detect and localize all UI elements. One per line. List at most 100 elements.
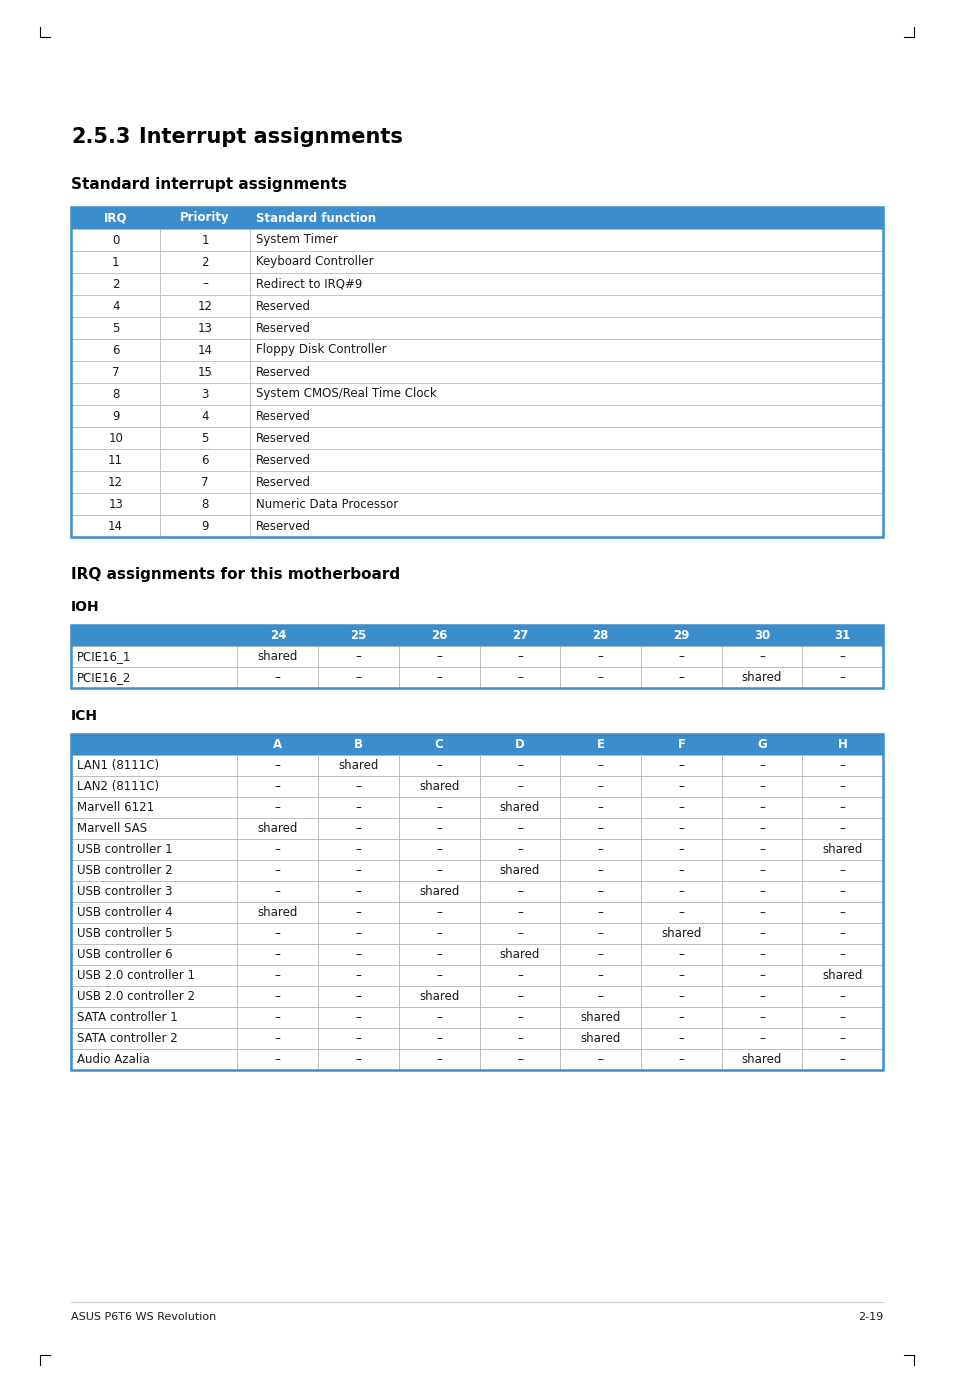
Bar bbox=[640, 881, 721, 902]
Bar bbox=[318, 818, 398, 839]
Text: –: – bbox=[598, 927, 603, 940]
Bar bbox=[318, 625, 398, 646]
Text: Reserved: Reserved bbox=[255, 454, 311, 466]
Text: shared: shared bbox=[338, 759, 378, 773]
Bar bbox=[250, 295, 882, 317]
Text: –: – bbox=[598, 864, 603, 877]
Text: 5: 5 bbox=[201, 432, 209, 444]
Bar bbox=[640, 839, 721, 860]
Text: –: – bbox=[355, 671, 361, 683]
Text: –: – bbox=[517, 759, 522, 773]
Bar bbox=[237, 798, 318, 818]
Text: shared: shared bbox=[660, 927, 700, 940]
Bar bbox=[71, 361, 160, 383]
Text: Reserved: Reserved bbox=[255, 409, 311, 423]
Bar bbox=[559, 754, 640, 775]
Bar bbox=[318, 860, 398, 881]
Text: –: – bbox=[517, 1011, 522, 1025]
Bar bbox=[250, 340, 882, 361]
Text: Reserved: Reserved bbox=[255, 519, 311, 533]
Bar bbox=[721, 881, 801, 902]
Text: ASUS P6T6 WS Revolution: ASUS P6T6 WS Revolution bbox=[71, 1313, 216, 1322]
Text: 13: 13 bbox=[197, 322, 213, 334]
Bar bbox=[479, 1050, 559, 1070]
Text: –: – bbox=[678, 800, 683, 814]
Text: USB controller 6: USB controller 6 bbox=[77, 948, 172, 960]
Text: –: – bbox=[759, 780, 764, 793]
Bar bbox=[250, 493, 882, 515]
Text: A: A bbox=[273, 738, 282, 752]
Text: 28: 28 bbox=[592, 629, 608, 642]
Bar bbox=[71, 923, 237, 944]
Bar bbox=[160, 470, 250, 493]
Text: –: – bbox=[759, 1011, 764, 1025]
Bar bbox=[318, 754, 398, 775]
Bar bbox=[237, 923, 318, 944]
Bar bbox=[398, 1050, 479, 1070]
Bar bbox=[398, 860, 479, 881]
Bar bbox=[250, 251, 882, 273]
Bar bbox=[318, 775, 398, 798]
Text: 4: 4 bbox=[112, 299, 119, 312]
Bar bbox=[237, 881, 318, 902]
Bar bbox=[71, 902, 237, 923]
Text: Marvell SAS: Marvell SAS bbox=[77, 823, 147, 835]
Text: –: – bbox=[839, 780, 845, 793]
Text: –: – bbox=[678, 780, 683, 793]
Text: –: – bbox=[598, 823, 603, 835]
Text: 25: 25 bbox=[350, 629, 366, 642]
Bar bbox=[318, 944, 398, 965]
Bar bbox=[479, 775, 559, 798]
Bar bbox=[237, 734, 318, 754]
Bar bbox=[640, 965, 721, 986]
Bar bbox=[721, 734, 801, 754]
Bar bbox=[237, 944, 318, 965]
Bar bbox=[237, 667, 318, 688]
Text: –: – bbox=[598, 990, 603, 1004]
Bar bbox=[479, 881, 559, 902]
Bar bbox=[559, 986, 640, 1006]
Bar bbox=[640, 860, 721, 881]
Bar bbox=[559, 1006, 640, 1029]
Text: 7: 7 bbox=[201, 476, 209, 489]
Text: –: – bbox=[678, 844, 683, 856]
Text: USB 2.0 controller 2: USB 2.0 controller 2 bbox=[77, 990, 194, 1004]
Bar bbox=[559, 625, 640, 646]
Text: –: – bbox=[678, 948, 683, 960]
Text: shared: shared bbox=[418, 990, 459, 1004]
Bar bbox=[160, 361, 250, 383]
Bar bbox=[318, 798, 398, 818]
Bar bbox=[250, 515, 882, 537]
Bar bbox=[250, 207, 882, 230]
Text: –: – bbox=[436, 969, 442, 981]
Bar bbox=[318, 923, 398, 944]
Text: –: – bbox=[839, 759, 845, 773]
Text: –: – bbox=[355, 990, 361, 1004]
Text: –: – bbox=[759, 1031, 764, 1045]
Bar bbox=[71, 493, 160, 515]
Text: –: – bbox=[274, 1052, 280, 1066]
Text: SATA controller 2: SATA controller 2 bbox=[77, 1031, 177, 1045]
Bar bbox=[398, 754, 479, 775]
Text: –: – bbox=[759, 864, 764, 877]
Text: –: – bbox=[355, 1031, 361, 1045]
Bar bbox=[71, 470, 160, 493]
Bar bbox=[801, 798, 882, 818]
Bar bbox=[479, 754, 559, 775]
Text: IOH: IOH bbox=[71, 600, 99, 614]
Bar bbox=[160, 493, 250, 515]
Text: shared: shared bbox=[418, 885, 459, 898]
Bar bbox=[318, 646, 398, 667]
Text: SATA controller 1: SATA controller 1 bbox=[77, 1011, 177, 1025]
Text: –: – bbox=[839, 864, 845, 877]
Text: –: – bbox=[678, 823, 683, 835]
Text: shared: shared bbox=[257, 650, 297, 663]
Text: 8: 8 bbox=[201, 497, 209, 511]
Text: Standard function: Standard function bbox=[255, 212, 375, 224]
Bar bbox=[71, 775, 237, 798]
Text: 27: 27 bbox=[512, 629, 528, 642]
Bar bbox=[801, 902, 882, 923]
Bar bbox=[479, 986, 559, 1006]
Bar bbox=[71, 207, 882, 537]
Text: –: – bbox=[274, 780, 280, 793]
